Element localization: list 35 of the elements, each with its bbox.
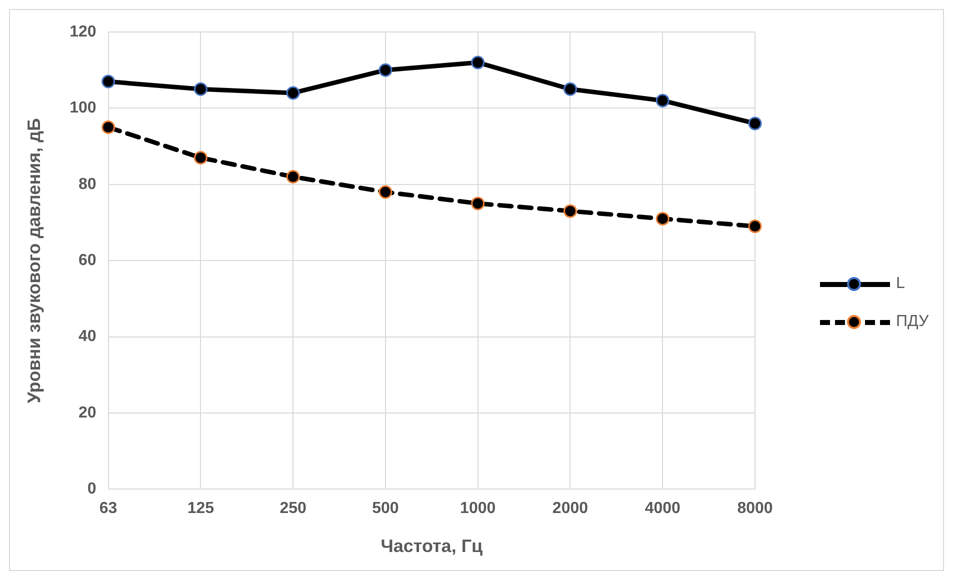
point (194, 150, 208, 164)
point (286, 170, 300, 184)
y-tick-label: 40 (78, 328, 96, 346)
y-tick-label: 120 (70, 23, 96, 40)
x-tick-label: 4000 (644, 500, 681, 518)
y-tick-label: 20 (78, 404, 96, 422)
point (563, 82, 577, 96)
point (378, 185, 392, 199)
x-tick-label: 500 (372, 500, 399, 518)
legend-label: L (896, 275, 905, 293)
y-tick-label: 0 (87, 480, 96, 498)
x-tick-label: 2000 (552, 500, 588, 518)
point (656, 94, 670, 108)
point (656, 212, 670, 226)
y-tick-label: 100 (70, 100, 96, 117)
point (378, 63, 392, 77)
x-tick-label: 250 (280, 500, 307, 518)
point (563, 204, 577, 218)
y-tick-label: 80 (78, 176, 96, 193)
legend-label: ПДУ (896, 313, 929, 331)
point (471, 56, 485, 70)
point (286, 86, 300, 100)
x-tick-label: 63 (99, 500, 118, 518)
x-tick-label: 8000 (737, 500, 773, 518)
x-tick-label: 125 (187, 500, 214, 518)
y-tick-label: 60 (78, 252, 96, 270)
point (748, 220, 762, 234)
point (471, 196, 485, 210)
point (748, 116, 762, 130)
point (102, 74, 116, 88)
point (102, 120, 116, 134)
y-axis-title: Уровни звукового давления, дБ (24, 118, 44, 404)
x-tick-label: 1000 (460, 500, 496, 518)
point (194, 82, 208, 96)
x-axis-title: Частота, Гц (380, 536, 483, 556)
